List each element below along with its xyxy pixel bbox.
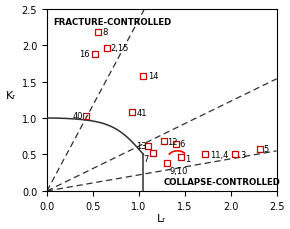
Text: 16: 16 (79, 50, 90, 59)
Text: 3: 3 (240, 150, 245, 159)
Text: 9,10: 9,10 (169, 166, 188, 175)
Text: 13: 13 (136, 142, 147, 150)
Y-axis label: Kᵣ: Kᵣ (6, 90, 16, 100)
Text: 1: 1 (185, 154, 190, 163)
Text: 40: 40 (73, 112, 83, 121)
Text: 7: 7 (144, 154, 149, 163)
Text: 14: 14 (148, 72, 159, 81)
Text: 12: 12 (167, 137, 178, 146)
Text: 6: 6 (179, 139, 185, 148)
Text: 2,15: 2,15 (110, 44, 129, 53)
X-axis label: Lᵣ: Lᵣ (157, 213, 166, 224)
Text: 41: 41 (137, 108, 148, 117)
Text: 8: 8 (102, 28, 108, 37)
Text: 11,4: 11,4 (210, 150, 228, 159)
Text: FRACTURE-CONTROLLED: FRACTURE-CONTROLLED (53, 18, 172, 27)
Text: COLLAPSE-CONTROLLED: COLLAPSE-CONTROLLED (164, 177, 280, 186)
Text: 5: 5 (264, 144, 269, 153)
